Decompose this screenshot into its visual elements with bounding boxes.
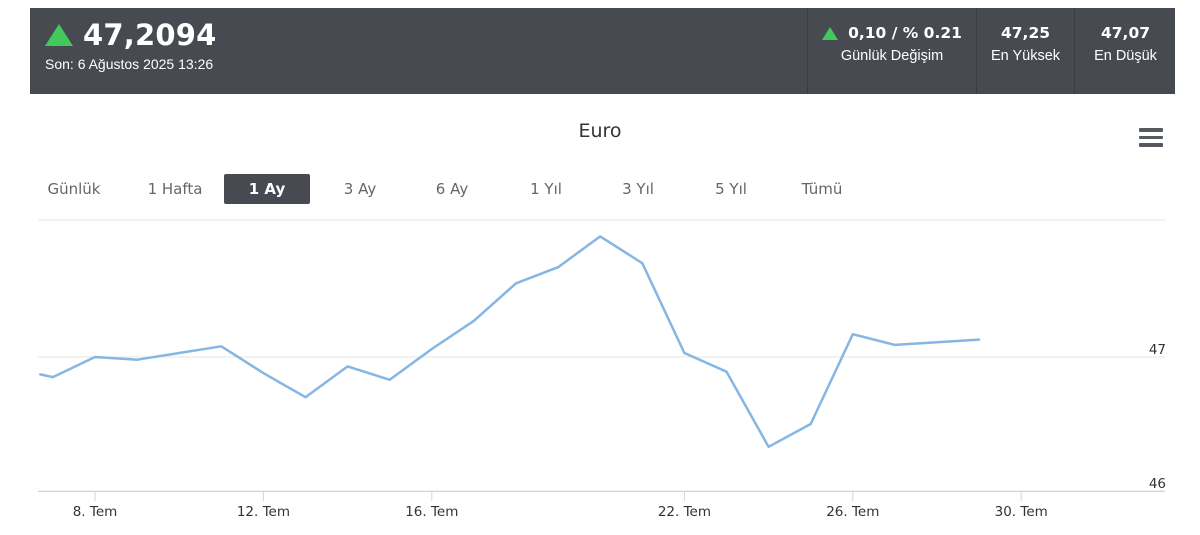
price-block: 47,2094 Son: 6 Ağustos 2025 13:26 (45, 18, 217, 72)
up-arrow-icon (45, 24, 73, 46)
range-button-1-year[interactable]: 1 Yıl (530, 180, 562, 198)
y-tick-label: 47 (1149, 342, 1166, 358)
series-line (39, 235, 981, 449)
low-label: En Düşük (1094, 48, 1157, 64)
chart-title: Euro (578, 120, 622, 142)
range-button-1-week[interactable]: 1 Hafta (147, 180, 203, 198)
x-tick-label: 16. Tem (405, 504, 458, 520)
range-button-all[interactable]: Tümü (801, 180, 843, 198)
hamburger-menu-icon[interactable] (1139, 128, 1163, 148)
x-tick-label: 12. Tem (237, 504, 290, 520)
range-button-3-months[interactable]: 3 Ay (343, 180, 377, 198)
daily-change-value: 0,10 / % 0.21 (848, 24, 962, 42)
high-stat: 47,25 En Yüksek (976, 8, 1074, 94)
current-price: 47,2094 (83, 18, 217, 52)
x-tick-label: 22. Tem (658, 504, 711, 520)
low-value: 47,07 (1100, 24, 1151, 42)
high-label: En Yüksek (990, 48, 1061, 64)
x-tick-label: 8. Tem (73, 504, 118, 520)
high-value: 47,25 (1000, 24, 1051, 42)
range-button-3-years[interactable]: 3 Yıl (622, 180, 654, 198)
quote-bar: 47,2094 Son: 6 Ağustos 2025 13:26 0,10 /… (30, 8, 1175, 94)
range-button-daily[interactable]: Günlük (47, 180, 101, 198)
daily-change-label: Günlük Değişim (840, 48, 944, 64)
range-button-6-months[interactable]: 6 Ay (435, 180, 469, 198)
daily-change-stat: 0,10 / % 0.21 Günlük Değişim (807, 8, 976, 94)
y-tick-label: 46 (1149, 476, 1166, 492)
range-button-5-years[interactable]: 5 Yıl (715, 180, 747, 198)
range-button-1-month[interactable]: 1 Ay (224, 174, 310, 204)
x-tick-label: 26. Tem (826, 504, 879, 520)
x-tick-label: 30. Tem (995, 504, 1048, 520)
last-update-time: Son: 6 Ağustos 2025 13:26 (45, 56, 214, 72)
up-arrow-icon (822, 26, 839, 40)
low-stat: 47,07 En Düşük (1074, 8, 1176, 94)
